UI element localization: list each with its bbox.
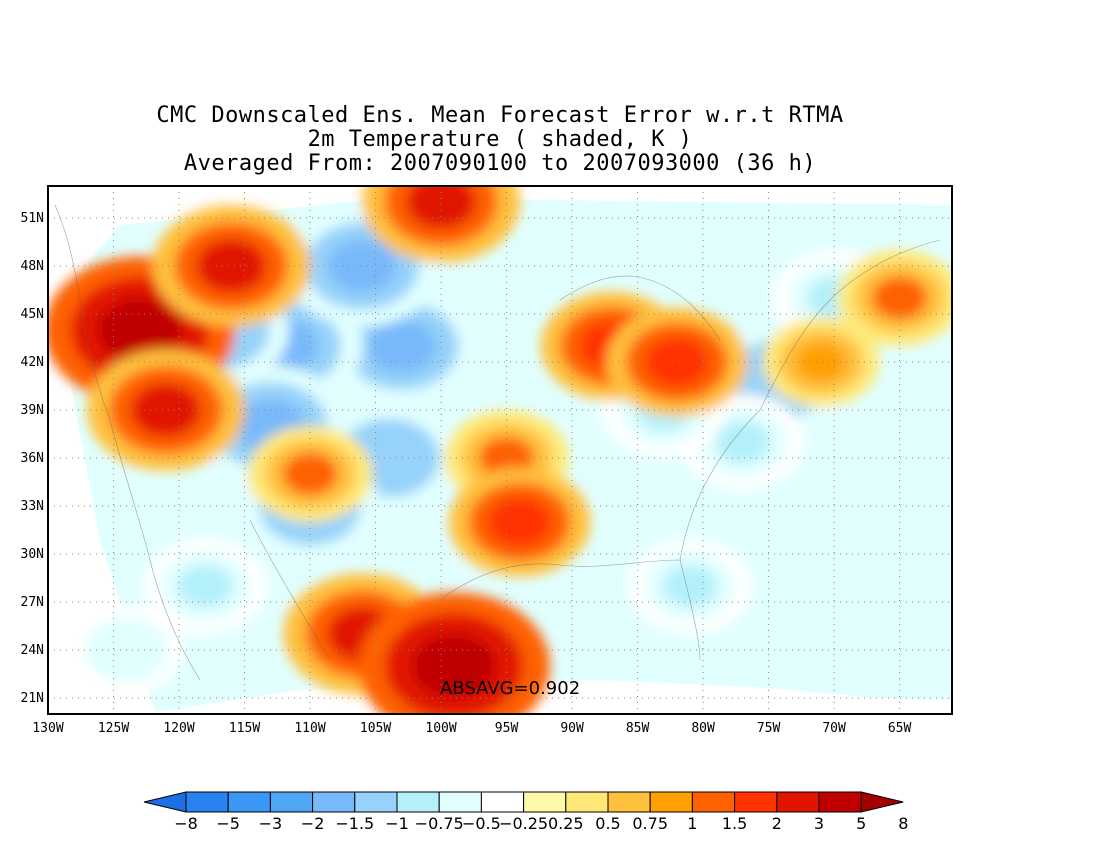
atlantic-coast xyxy=(679,239,941,561)
colorbar: −8 −5 −3 −2 −1.5 −1 −0.75−0.5−0.25 0.25 0.5 0.75 1… xyxy=(143,791,908,833)
colorbar-swatch xyxy=(438,791,482,813)
colorbar-swatch xyxy=(396,791,440,813)
map-title-line1: CMC Downscaled Ens. Mean Forecast Error … xyxy=(156,103,844,128)
colorbar-label: −5 xyxy=(216,814,240,833)
colorbar-label: 1 xyxy=(687,814,697,833)
warm-anomaly xyxy=(412,633,497,699)
colorbar-label: 1.5 xyxy=(722,814,747,833)
colorbar-label: −0.75 xyxy=(415,814,464,833)
colorbar-label: −0.25 xyxy=(499,814,548,833)
map-title-line3: Averaged From: 2007090100 to 2007093000 … xyxy=(183,151,817,176)
warm-anomaly xyxy=(406,186,476,229)
lon-tick-label: 85W xyxy=(626,721,650,736)
cold-anomaly xyxy=(367,319,437,373)
longitude-labels: 130W 125W 120W 115W 110W 105W 100W 95W 90W 85W 80W… xyxy=(32,721,911,736)
warm-anomaly xyxy=(196,239,267,293)
baja-coast xyxy=(249,519,331,661)
colorbar-label: 0.5 xyxy=(595,814,620,833)
colorbar-swatch xyxy=(776,791,820,813)
colorbar-swatch xyxy=(607,791,651,813)
lat-tick-label: 42N xyxy=(21,355,44,370)
colorbar-label: 5 xyxy=(856,814,866,833)
warm-anomaly xyxy=(872,277,927,319)
map-field-layer xyxy=(48,186,952,714)
lon-tick-label: 105W xyxy=(360,721,391,736)
colorbar-max-arrow xyxy=(860,791,904,813)
warm-anomaly xyxy=(488,498,551,546)
colorbar-swatch xyxy=(185,791,229,813)
colorbar-swatch xyxy=(734,791,778,813)
lon-tick-label: 95W xyxy=(495,721,519,736)
lat-tick-label: 51N xyxy=(21,211,44,226)
colorbar-swatch xyxy=(691,791,736,813)
colorbar-swatch xyxy=(649,791,693,813)
colorbar-swatch xyxy=(818,791,862,813)
colorbar-swatch xyxy=(312,791,356,813)
absavg-label: ABSAVG=0.902 xyxy=(440,678,580,699)
colorbar-label: −1 xyxy=(385,814,409,833)
latitude-labels: 51N 48N 45N 42N 39N 36N 33N 30N 27N 24N 21N xyxy=(21,211,44,706)
cold-anomaly xyxy=(177,565,233,607)
colorbar-label: −3 xyxy=(259,814,283,833)
warm-anomaly xyxy=(795,342,847,382)
warm-anomaly xyxy=(131,383,201,437)
lat-tick-label: 36N xyxy=(21,451,44,466)
lat-tick-label: 30N xyxy=(21,547,44,562)
colorbar-label: 0.75 xyxy=(632,814,668,833)
colorbar-swatch xyxy=(480,791,525,813)
lat-tick-label: 48N xyxy=(21,259,44,274)
pacific-coast xyxy=(54,204,201,681)
lon-tick-label: 70W xyxy=(822,721,846,736)
map-frame xyxy=(47,185,953,715)
colorbar-swatch xyxy=(354,791,398,813)
lat-tick-label: 39N xyxy=(21,403,44,418)
cold-anomaly xyxy=(357,434,420,482)
cold-anomaly xyxy=(327,239,398,293)
colorbar-swatch xyxy=(269,791,314,813)
lon-tick-label: 115W xyxy=(229,721,260,736)
graticule xyxy=(48,186,952,714)
warm-anomaly xyxy=(645,338,708,386)
gulf-coast xyxy=(439,559,701,661)
lon-tick-label: 100W xyxy=(425,721,456,736)
colorbar-label: 0.25 xyxy=(548,814,584,833)
colorbar-label: −0.5 xyxy=(462,814,501,833)
lon-tick-label: 130W xyxy=(32,721,63,736)
lon-tick-label: 110W xyxy=(294,721,325,736)
map-title-line2: 2m Temperature ( shaded, K ) xyxy=(307,127,693,152)
colorbar-label: 2 xyxy=(772,814,782,833)
colorbar-min-arrow xyxy=(143,791,187,813)
colorbar-label: −1.5 xyxy=(335,814,374,833)
colorbar-swatch xyxy=(565,791,609,813)
colorbar-label: −8 xyxy=(174,814,198,833)
lat-tick-label: 27N xyxy=(21,595,44,610)
colorbar-label: 8 xyxy=(898,814,908,833)
colorbar-swatch xyxy=(227,791,271,813)
coastlines xyxy=(54,204,941,681)
cold-anomaly xyxy=(715,421,770,463)
lat-tick-label: 24N xyxy=(21,643,44,658)
colorbar-label: −2 xyxy=(301,814,325,833)
warm-anomaly xyxy=(97,297,182,363)
lat-tick-label: 21N xyxy=(21,691,44,706)
lat-tick-label: 33N xyxy=(21,499,44,514)
lon-tick-label: 90W xyxy=(560,721,584,736)
cold-anomaly xyxy=(662,565,718,607)
lon-tick-label: 75W xyxy=(757,721,781,736)
lon-tick-label: 80W xyxy=(691,721,715,736)
colorbar-swatch xyxy=(523,791,567,813)
lat-tick-label: 45N xyxy=(21,307,44,322)
lon-tick-label: 125W xyxy=(98,721,129,736)
lon-tick-label: 120W xyxy=(163,721,194,736)
great-lakes xyxy=(559,275,721,341)
lon-tick-label: 65W xyxy=(888,721,912,736)
colorbar-label: 3 xyxy=(814,814,824,833)
